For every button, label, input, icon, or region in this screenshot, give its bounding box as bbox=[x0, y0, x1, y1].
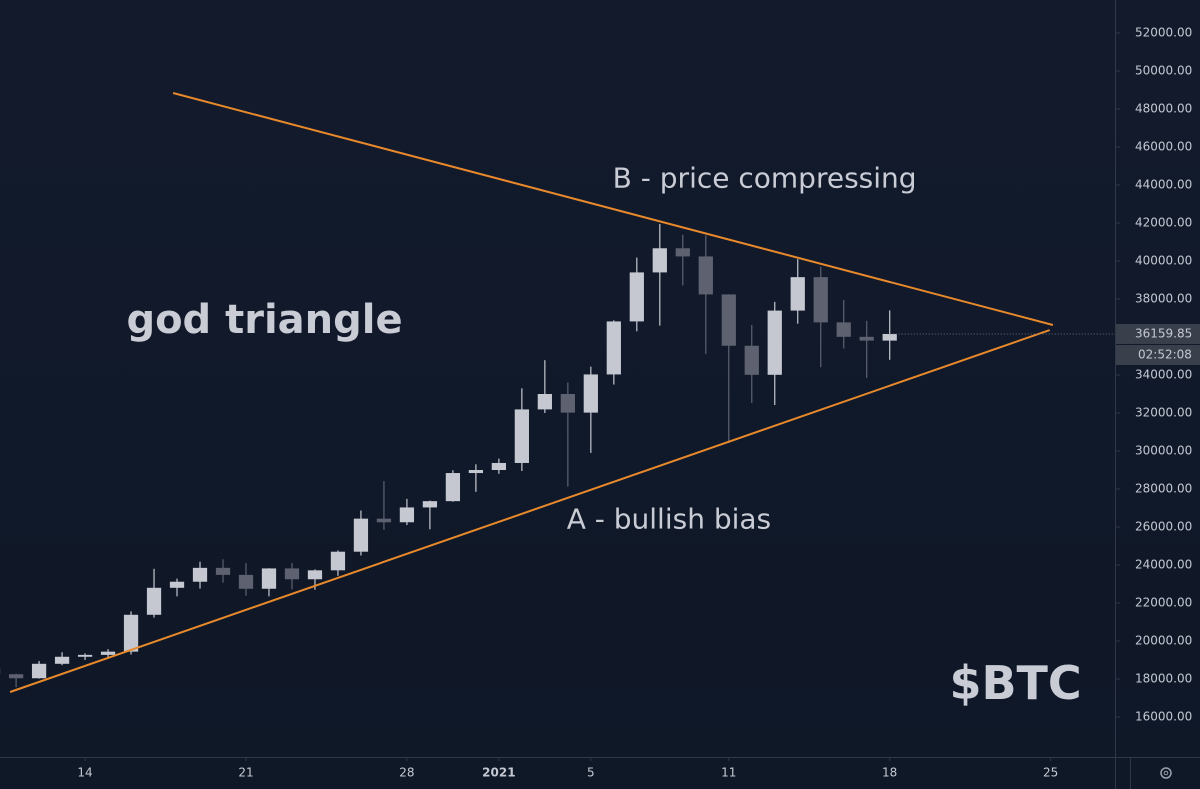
candle-body bbox=[307, 570, 323, 580]
candle-body bbox=[468, 470, 484, 474]
y-tick-label: 18000.00 bbox=[1135, 672, 1192, 686]
candle-body bbox=[330, 551, 346, 571]
x-tick-label: 11 bbox=[721, 766, 736, 780]
y-tick-label: 16000.00 bbox=[1135, 710, 1192, 724]
candle-body bbox=[698, 256, 713, 295]
candle-body bbox=[31, 663, 47, 679]
candle-body bbox=[882, 333, 897, 341]
y-tick-label: 42000.00 bbox=[1135, 216, 1192, 230]
candle-body bbox=[790, 277, 805, 311]
trendline bbox=[9, 329, 1051, 693]
x-tick-label: 18 bbox=[882, 766, 897, 780]
candle-body bbox=[767, 310, 782, 375]
candle-body bbox=[514, 409, 529, 463]
candle-body bbox=[445, 473, 461, 502]
annotation: A - bullish bias bbox=[567, 502, 771, 535]
candle-body bbox=[169, 581, 185, 588]
candle-body bbox=[744, 345, 759, 375]
candle-body bbox=[606, 321, 621, 375]
candle-body bbox=[77, 654, 93, 657]
candle-body bbox=[54, 656, 70, 664]
y-tick-label: 24000.00 bbox=[1135, 558, 1192, 572]
candle-body bbox=[261, 568, 277, 589]
candle-body bbox=[491, 462, 507, 471]
last-price-box bbox=[1116, 323, 1200, 344]
last-price-label: 36159.85 bbox=[1135, 326, 1192, 340]
candle-body bbox=[123, 614, 139, 652]
candle-body bbox=[836, 322, 851, 337]
settings-icon[interactable] bbox=[1160, 767, 1172, 779]
y-tick-label: 20000.00 bbox=[1135, 634, 1192, 648]
candle-body bbox=[721, 294, 736, 346]
candle-body bbox=[376, 518, 392, 523]
candle-body bbox=[215, 567, 231, 575]
y-tick-label: 32000.00 bbox=[1135, 406, 1192, 420]
candle-body bbox=[146, 587, 162, 615]
candle-body bbox=[284, 568, 300, 580]
annotation: B - price compressing bbox=[613, 161, 917, 194]
x-tick-label: 5 bbox=[587, 766, 595, 780]
gear[interactable] bbox=[1160, 767, 1172, 779]
y-tick-label: 28000.00 bbox=[1135, 482, 1192, 496]
candle-body bbox=[583, 374, 598, 413]
candle-body bbox=[8, 674, 24, 679]
trendline bbox=[172, 92, 1054, 326]
candle-body bbox=[560, 394, 575, 413]
x-tick-label: 25 bbox=[1043, 766, 1058, 780]
y-tick-label: 26000.00 bbox=[1135, 520, 1192, 534]
y-tick-label: 34000.00 bbox=[1135, 368, 1192, 382]
y-tick-label: 44000.00 bbox=[1135, 178, 1192, 192]
countdown-label: 02:52:08 bbox=[1138, 347, 1192, 361]
x-tick-label: 14 bbox=[77, 766, 92, 780]
x-tick-label: 28 bbox=[399, 766, 414, 780]
annotation: $BTC bbox=[949, 656, 1081, 710]
y-tick-label: 52000.00 bbox=[1135, 26, 1192, 40]
candle-body bbox=[353, 518, 369, 552]
candle-body bbox=[192, 567, 208, 582]
candle-body bbox=[238, 574, 254, 589]
candle-body bbox=[100, 651, 116, 655]
candle-body bbox=[399, 507, 415, 523]
candle-body bbox=[629, 272, 644, 322]
y-tick-label: 38000.00 bbox=[1135, 292, 1192, 306]
candle-body bbox=[859, 336, 874, 341]
annotation: god triangle bbox=[126, 297, 402, 343]
gear-hub[interactable] bbox=[1163, 770, 1169, 776]
candle-body bbox=[537, 394, 552, 410]
y-tick-label: 22000.00 bbox=[1135, 596, 1192, 610]
candle-body bbox=[652, 248, 667, 273]
x-tick-label: 2021 bbox=[482, 766, 515, 780]
candle-body bbox=[675, 248, 690, 257]
candle-body bbox=[813, 277, 828, 323]
candle-body bbox=[422, 501, 438, 508]
countdown-box bbox=[1116, 344, 1200, 365]
y-tick-label: 46000.00 bbox=[1135, 140, 1192, 154]
y-tick-label: 40000.00 bbox=[1135, 254, 1192, 268]
y-tick-label: 30000.00 bbox=[1135, 444, 1192, 458]
y-tick-label: 48000.00 bbox=[1135, 102, 1192, 116]
y-tick-label: 50000.00 bbox=[1135, 64, 1192, 78]
x-tick-label: 21 bbox=[238, 766, 253, 780]
